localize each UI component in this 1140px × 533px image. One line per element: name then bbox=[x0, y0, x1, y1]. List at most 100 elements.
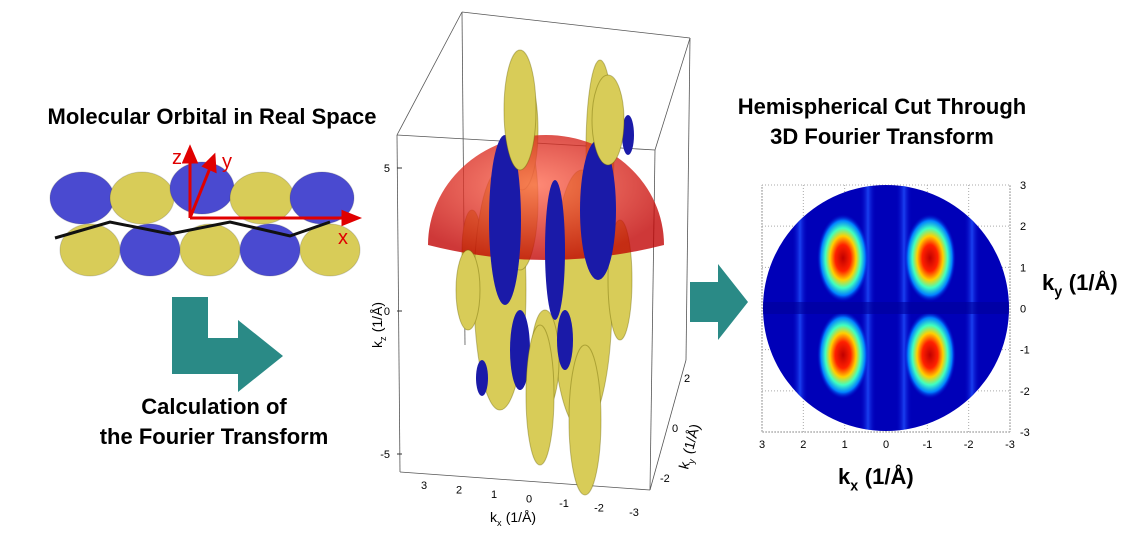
axis-label: y bbox=[222, 151, 232, 173]
lobe-3d bbox=[489, 135, 521, 305]
tick-label: 1 bbox=[842, 439, 848, 451]
plot-3d: 50-53 2 1 0 -1 -2 -320-2kz(1/Å)kx (1/Å)ky(1/Å) bbox=[369, 11, 705, 528]
caption: Calculation of bbox=[141, 394, 287, 419]
tick-label: -1 bbox=[1020, 345, 1030, 357]
tick-label: -2 bbox=[660, 473, 670, 485]
lobe bbox=[49, 171, 115, 225]
arrowhead bbox=[181, 144, 199, 164]
heatmap-peak bbox=[817, 214, 869, 302]
tick-label: -3 bbox=[1005, 439, 1015, 451]
lobe-3d bbox=[591, 74, 625, 166]
tick-label: -2 bbox=[1020, 386, 1030, 398]
label-sub: x bbox=[850, 479, 858, 495]
label-unit: (1/Å) bbox=[506, 509, 536, 525]
tick-label: 2 bbox=[456, 485, 462, 497]
label-sub: z bbox=[378, 336, 388, 341]
lobe bbox=[299, 223, 361, 277]
tick-label: 5 bbox=[384, 163, 390, 175]
tick-label: -3 bbox=[629, 507, 639, 519]
caption: the Fourier Transform bbox=[100, 424, 329, 449]
tick-label: -5 bbox=[380, 449, 390, 461]
heatmap bbox=[763, 185, 1009, 431]
tick-label: 2 bbox=[800, 439, 806, 451]
tick-label: 1 bbox=[1020, 262, 1026, 274]
lobe-3d bbox=[557, 310, 573, 370]
tick-label: 3 bbox=[759, 439, 765, 451]
axis-label: z bbox=[172, 147, 182, 169]
heatmap-node bbox=[763, 302, 1009, 314]
lobe-3d bbox=[622, 115, 634, 155]
tick-label: -2 bbox=[964, 439, 974, 451]
arrowhead bbox=[341, 209, 363, 227]
lobe-3d bbox=[580, 140, 616, 280]
lobe bbox=[109, 171, 175, 225]
heatmap-peak bbox=[904, 214, 956, 302]
axis-label: x bbox=[338, 227, 348, 249]
box-edge bbox=[461, 11, 691, 39]
lobe-3d bbox=[525, 324, 555, 466]
axis-title: ky (1/Å) bbox=[1042, 269, 1118, 301]
label-unit: (1/Å) bbox=[680, 422, 703, 455]
axis-title: kz (1/Å) bbox=[369, 302, 388, 348]
label-base: k bbox=[838, 464, 851, 489]
right-title: 3D Fourier Transform bbox=[770, 124, 994, 149]
lobe bbox=[119, 223, 181, 277]
label-base: k bbox=[369, 340, 385, 348]
tick-label: 3 bbox=[421, 480, 427, 492]
arrowhead bbox=[201, 152, 217, 174]
lobe-3d bbox=[503, 49, 537, 171]
axis-title: kx (1/Å) bbox=[490, 509, 536, 528]
label-unit: (1/Å) bbox=[1069, 269, 1118, 295]
heatmap-peak bbox=[817, 311, 869, 399]
lobe bbox=[59, 223, 121, 277]
lobe bbox=[229, 171, 295, 225]
left-title: Molecular Orbital in Real Space bbox=[48, 104, 377, 129]
real-axes bbox=[181, 144, 363, 227]
label-sub: y bbox=[1054, 285, 1062, 301]
tick-label: -2 bbox=[594, 503, 604, 515]
tick-label: 2 bbox=[1020, 221, 1026, 233]
molecule bbox=[49, 161, 361, 277]
arrow bbox=[690, 264, 748, 340]
label-sub: y bbox=[686, 457, 697, 464]
y-axis bbox=[188, 167, 212, 219]
tick-label: 0 bbox=[526, 494, 532, 506]
right-title: Hemispherical Cut Through bbox=[738, 94, 1026, 119]
box-edge bbox=[396, 11, 463, 136]
lobe-3d bbox=[455, 249, 481, 331]
lobe-3d bbox=[568, 344, 602, 496]
label-base: k bbox=[1042, 270, 1055, 295]
bent-arrow bbox=[172, 297, 283, 392]
tick-label: -1 bbox=[922, 439, 932, 451]
tick-label: 1 bbox=[491, 489, 497, 501]
tick-label: -3 bbox=[1020, 427, 1030, 439]
lobe-3d bbox=[476, 360, 488, 396]
tick-label: 0 bbox=[672, 423, 678, 435]
tick-label: 3 bbox=[1020, 180, 1026, 192]
label-unit: (1/Å) bbox=[865, 463, 914, 489]
lobe-3d bbox=[510, 310, 530, 390]
tick-label: 0 bbox=[883, 439, 889, 451]
label-sub: x bbox=[497, 518, 502, 528]
label-unit: (1/Å) bbox=[369, 302, 385, 332]
tick-label: 2 bbox=[684, 373, 690, 385]
lobe bbox=[179, 223, 241, 277]
box-edge bbox=[399, 471, 651, 491]
tick-label: -1 bbox=[559, 498, 569, 510]
lobe-3d bbox=[545, 180, 565, 320]
bond bbox=[54, 220, 331, 240]
box-edge bbox=[649, 359, 687, 491]
label-base: k bbox=[490, 509, 498, 525]
axis-title: kx (1/Å) bbox=[838, 463, 914, 495]
box-edge bbox=[685, 37, 691, 361]
tick-label: 0 bbox=[1020, 304, 1026, 316]
box-edge bbox=[396, 134, 401, 473]
axis-title: ky (1/Å) bbox=[675, 422, 705, 471]
heatmap-peak bbox=[904, 311, 956, 399]
label-base: k bbox=[675, 459, 693, 471]
tick-label: 0 bbox=[384, 306, 390, 318]
box-edge bbox=[654, 37, 691, 151]
